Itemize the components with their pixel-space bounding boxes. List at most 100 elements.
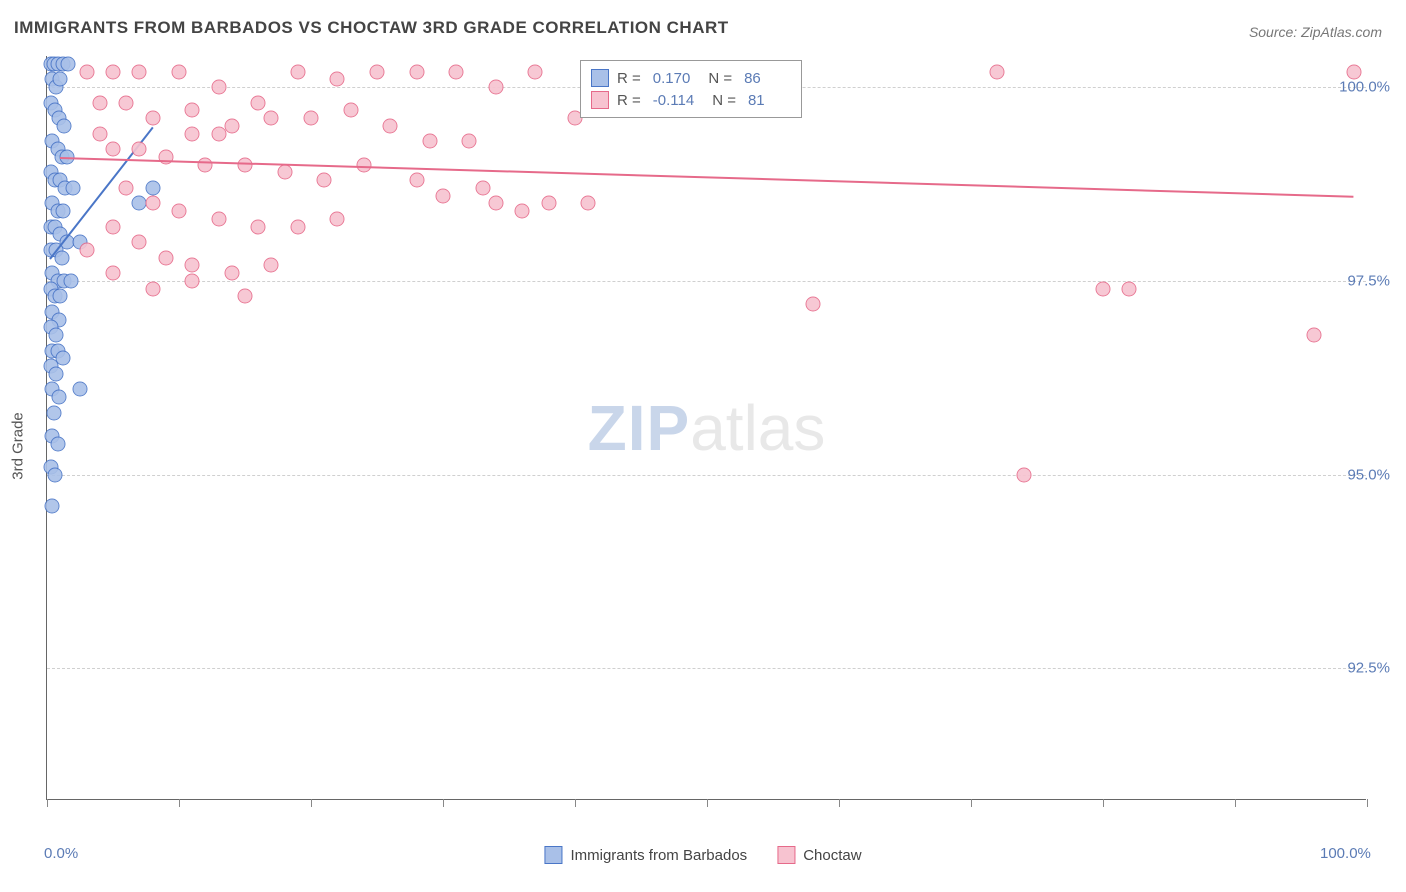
scatter-point — [145, 111, 160, 126]
scatter-point — [1122, 281, 1137, 296]
scatter-point — [132, 235, 147, 250]
x-tick — [179, 799, 180, 807]
scatter-point — [66, 180, 81, 195]
stats-n-label: N = — [712, 92, 736, 109]
scatter-point — [145, 180, 160, 195]
scatter-point — [251, 95, 266, 110]
stats-r-value: 0.170 — [653, 70, 691, 87]
trend-line — [60, 157, 1354, 198]
scatter-point — [145, 281, 160, 296]
scatter-point — [264, 258, 279, 273]
scatter-point — [528, 64, 543, 79]
scatter-point — [53, 289, 68, 304]
scatter-point — [264, 111, 279, 126]
scatter-point — [73, 382, 88, 397]
y-tick-label: 100.0% — [1339, 79, 1390, 96]
stats-swatch — [591, 91, 609, 109]
watermark-atlas: atlas — [690, 392, 825, 464]
chart-title: IMMIGRANTS FROM BARBADOS VS CHOCTAW 3RD … — [14, 18, 729, 38]
stats-row: R = 0.170N = 86 — [591, 67, 791, 89]
scatter-point — [475, 180, 490, 195]
scatter-point — [92, 126, 107, 141]
y-axis-label: 3rd Grade — [10, 412, 27, 480]
scatter-point — [49, 366, 64, 381]
x-tick — [971, 799, 972, 807]
scatter-point — [119, 180, 134, 195]
source-attribution: Source: ZipAtlas.com — [1249, 24, 1382, 40]
scatter-point — [581, 196, 596, 211]
scatter-point — [47, 467, 62, 482]
legend-item: Choctaw — [777, 846, 861, 864]
scatter-point — [145, 196, 160, 211]
scatter-point — [106, 64, 121, 79]
scatter-point — [49, 328, 64, 343]
scatter-point — [185, 273, 200, 288]
scatter-point — [61, 56, 76, 71]
scatter-point — [224, 118, 239, 133]
x-tick — [1367, 799, 1368, 807]
scatter-point — [53, 72, 68, 87]
stats-swatch — [591, 69, 609, 87]
x-tick — [443, 799, 444, 807]
x-tick — [575, 799, 576, 807]
stats-r-label: R = — [617, 92, 641, 109]
scatter-point — [383, 118, 398, 133]
scatter-point — [990, 64, 1005, 79]
x-tick-label: 100.0% — [1320, 845, 1371, 862]
stats-row: R = -0.114 N = 81 — [591, 89, 791, 111]
scatter-point — [55, 204, 70, 219]
scatter-point — [356, 157, 371, 172]
scatter-point — [45, 498, 60, 513]
legend-swatch — [544, 846, 562, 864]
legend-label: Immigrants from Barbados — [570, 847, 747, 864]
plot-area: ZIPatlas — [46, 56, 1366, 800]
x-tick — [311, 799, 312, 807]
bottom-legend: Immigrants from Barbados Choctaw — [544, 846, 861, 864]
scatter-point — [488, 196, 503, 211]
scatter-point — [132, 64, 147, 79]
scatter-point — [290, 219, 305, 234]
x-tick — [707, 799, 708, 807]
scatter-point — [51, 390, 66, 405]
scatter-point — [198, 157, 213, 172]
stats-n-value: 81 — [748, 92, 765, 109]
scatter-point — [330, 72, 345, 87]
scatter-point — [317, 173, 332, 188]
scatter-point — [251, 219, 266, 234]
scatter-point — [79, 242, 94, 257]
legend-swatch — [777, 846, 795, 864]
x-tick — [1103, 799, 1104, 807]
stats-n-value: 86 — [744, 70, 761, 87]
scatter-point — [290, 64, 305, 79]
scatter-point — [185, 126, 200, 141]
scatter-point — [79, 64, 94, 79]
scatter-point — [158, 250, 173, 265]
scatter-point — [370, 64, 385, 79]
scatter-point — [515, 204, 530, 219]
scatter-point — [277, 165, 292, 180]
scatter-point — [185, 258, 200, 273]
y-tick-label: 92.5% — [1347, 660, 1390, 677]
scatter-point — [132, 142, 147, 157]
scatter-point — [488, 80, 503, 95]
scatter-point — [172, 64, 187, 79]
scatter-point — [57, 118, 72, 133]
scatter-point — [409, 64, 424, 79]
legend-label: Choctaw — [803, 847, 861, 864]
scatter-point — [436, 188, 451, 203]
scatter-point — [462, 134, 477, 149]
scatter-point — [50, 436, 65, 451]
scatter-point — [422, 134, 437, 149]
scatter-point — [330, 211, 345, 226]
scatter-point — [106, 266, 121, 281]
stats-r-value: -0.114 — [653, 92, 694, 109]
gridline-h — [47, 475, 1366, 476]
scatter-point — [92, 95, 107, 110]
legend-item: Immigrants from Barbados — [544, 846, 747, 864]
stats-legend-box: R = 0.170 N = 86 R = -0.114 N = 81 — [580, 60, 802, 118]
scatter-point — [449, 64, 464, 79]
stats-n-label: N = — [708, 70, 732, 87]
scatter-point — [343, 103, 358, 118]
scatter-point — [238, 289, 253, 304]
scatter-point — [1016, 467, 1031, 482]
